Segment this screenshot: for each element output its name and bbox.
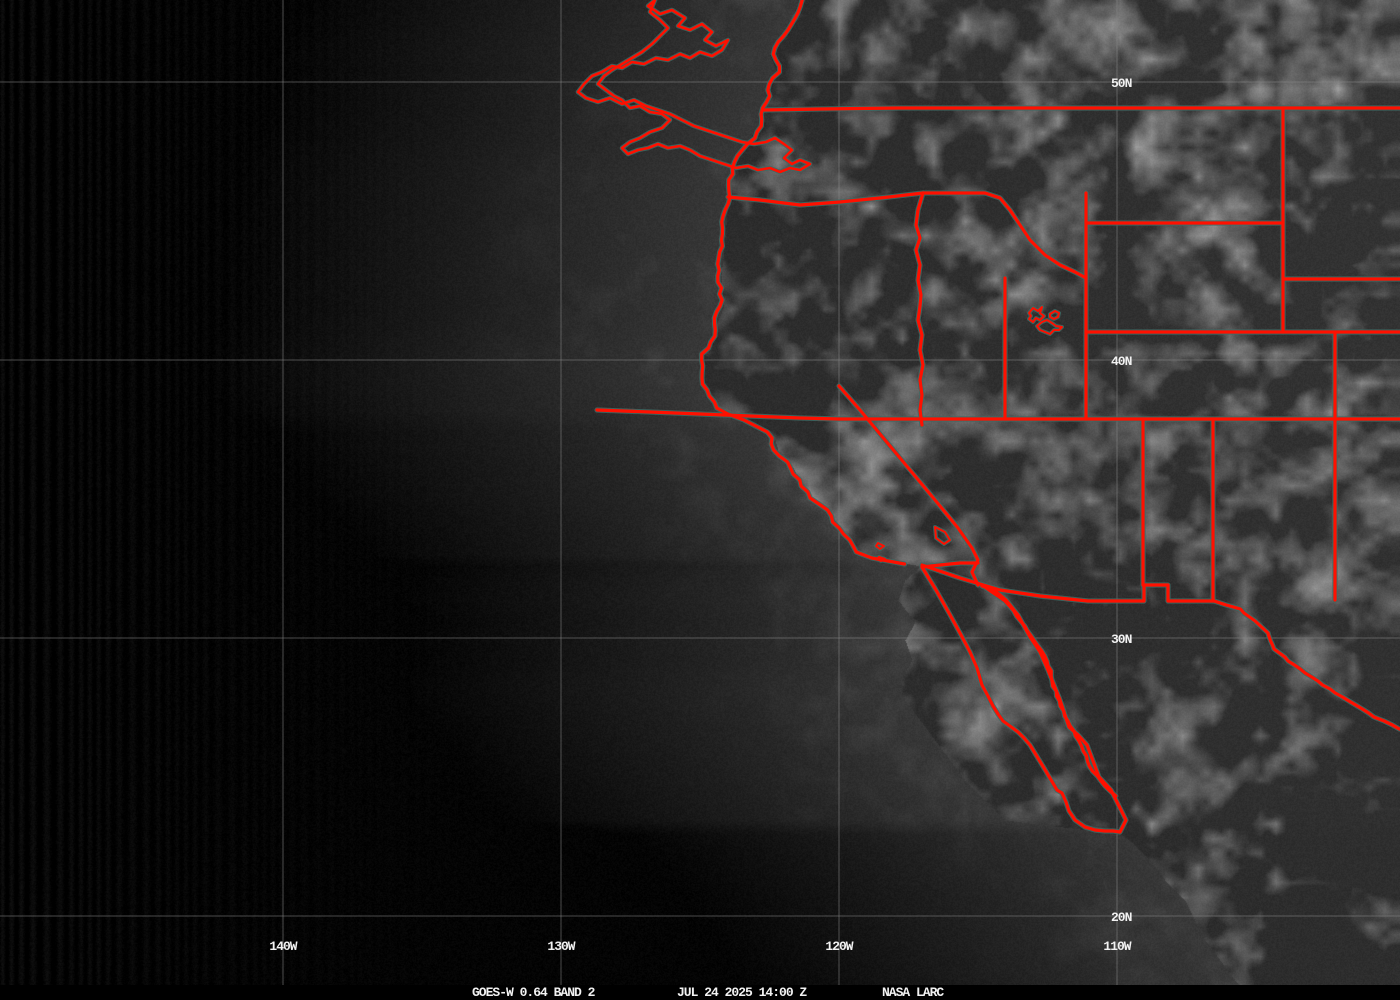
svg-text:110W: 110W <box>1103 939 1131 954</box>
svg-text:130W: 130W <box>547 939 575 954</box>
svg-text:JUL 24 2025 14:00 Z: JUL 24 2025 14:00 Z <box>677 985 807 1000</box>
svg-text:140W: 140W <box>269 939 297 954</box>
svg-text:30N: 30N <box>1111 632 1132 647</box>
svg-text:40N: 40N <box>1111 354 1132 369</box>
svg-text:20N: 20N <box>1111 910 1132 925</box>
svg-text:NASA LARC: NASA LARC <box>882 985 944 1000</box>
svg-text:GOES-W 0.64 BAND 2: GOES-W 0.64 BAND 2 <box>472 985 596 1000</box>
svg-text:50N: 50N <box>1111 76 1132 91</box>
svg-text:120W: 120W <box>825 939 853 954</box>
